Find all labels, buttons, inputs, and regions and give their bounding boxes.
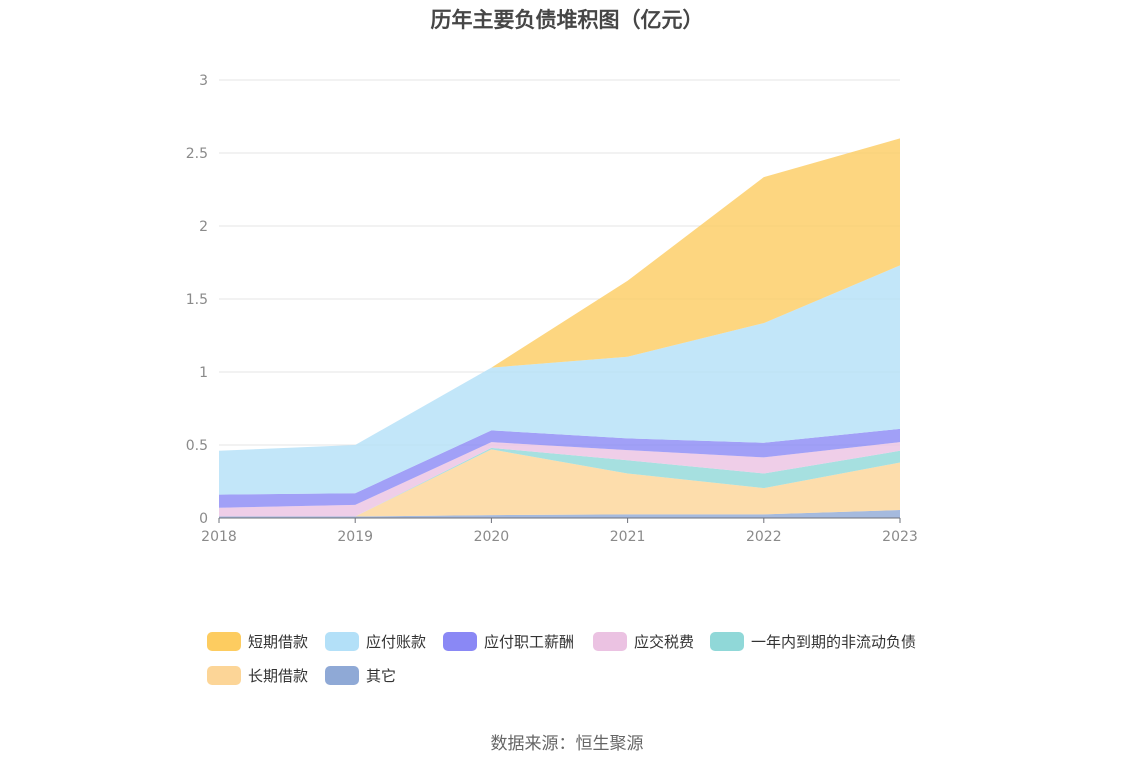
legend-item[interactable]: 一年内到期的非流动负债 xyxy=(710,630,916,652)
legend-swatch xyxy=(710,631,744,651)
axes: 2018 2019 2020 2021 2022 2023 xyxy=(201,517,918,545)
legend-item[interactable]: 应付职工薪酬 xyxy=(443,630,574,652)
legend-item[interactable]: 其它 xyxy=(325,664,396,686)
legend-label: 应交税费 xyxy=(634,632,695,651)
y-tick-label: 2.5 xyxy=(186,146,208,162)
legend-swatch xyxy=(443,631,477,651)
legend-swatch xyxy=(325,631,359,651)
chart-title: 历年主要负债堆积图（亿元） xyxy=(430,8,704,32)
y-tick-label: 0.5 xyxy=(186,438,208,454)
y-tick-label: 2 xyxy=(199,219,208,235)
area-短期借款 xyxy=(219,138,900,451)
legend-swatch xyxy=(593,631,627,651)
x-tick-label: 2023 xyxy=(882,529,918,545)
area-series xyxy=(219,138,900,518)
y-tick-label: 1.5 xyxy=(186,292,208,308)
legend-label: 长期借款 xyxy=(248,666,309,685)
legend-item[interactable]: 短期借款 xyxy=(207,630,308,652)
area-应交税费 xyxy=(219,442,900,517)
x-tick-label: 2018 xyxy=(201,529,237,545)
legend-swatch xyxy=(207,665,241,685)
area-应付职工薪酬 xyxy=(219,428,900,508)
y-tick-label: 3 xyxy=(199,73,208,89)
legend-item[interactable]: 长期借款 xyxy=(207,664,308,686)
x-tick-label: 2021 xyxy=(610,529,646,545)
legend-item[interactable]: 应交税费 xyxy=(593,630,694,652)
area-其它 xyxy=(219,510,900,518)
y-tick-label: 0 xyxy=(199,511,208,527)
area-应付账款 xyxy=(219,265,900,495)
area-一年内到期的非流动负债 xyxy=(219,447,900,517)
grid-lines: 0 0.5 1 1.5 2 2.5 3 xyxy=(186,73,900,527)
source-note: 数据来源：恒生聚源 xyxy=(490,734,644,754)
legend-swatch xyxy=(325,665,359,685)
x-tick-label: 2022 xyxy=(746,529,782,545)
y-tick-label: 1 xyxy=(199,365,208,381)
x-tick-label: 2020 xyxy=(474,529,510,545)
legend-label: 短期借款 xyxy=(248,632,309,651)
legend-label: 其它 xyxy=(366,666,397,685)
area-长期借款 xyxy=(219,449,900,517)
x-tick-label: 2019 xyxy=(337,529,373,545)
legend-label: 应付职工薪酬 xyxy=(484,632,575,651)
legend-swatch xyxy=(207,631,241,651)
legend-label: 一年内到期的非流动负债 xyxy=(751,632,917,651)
legend-item[interactable]: 应付账款 xyxy=(325,630,426,652)
legend-label: 应付账款 xyxy=(366,632,427,651)
